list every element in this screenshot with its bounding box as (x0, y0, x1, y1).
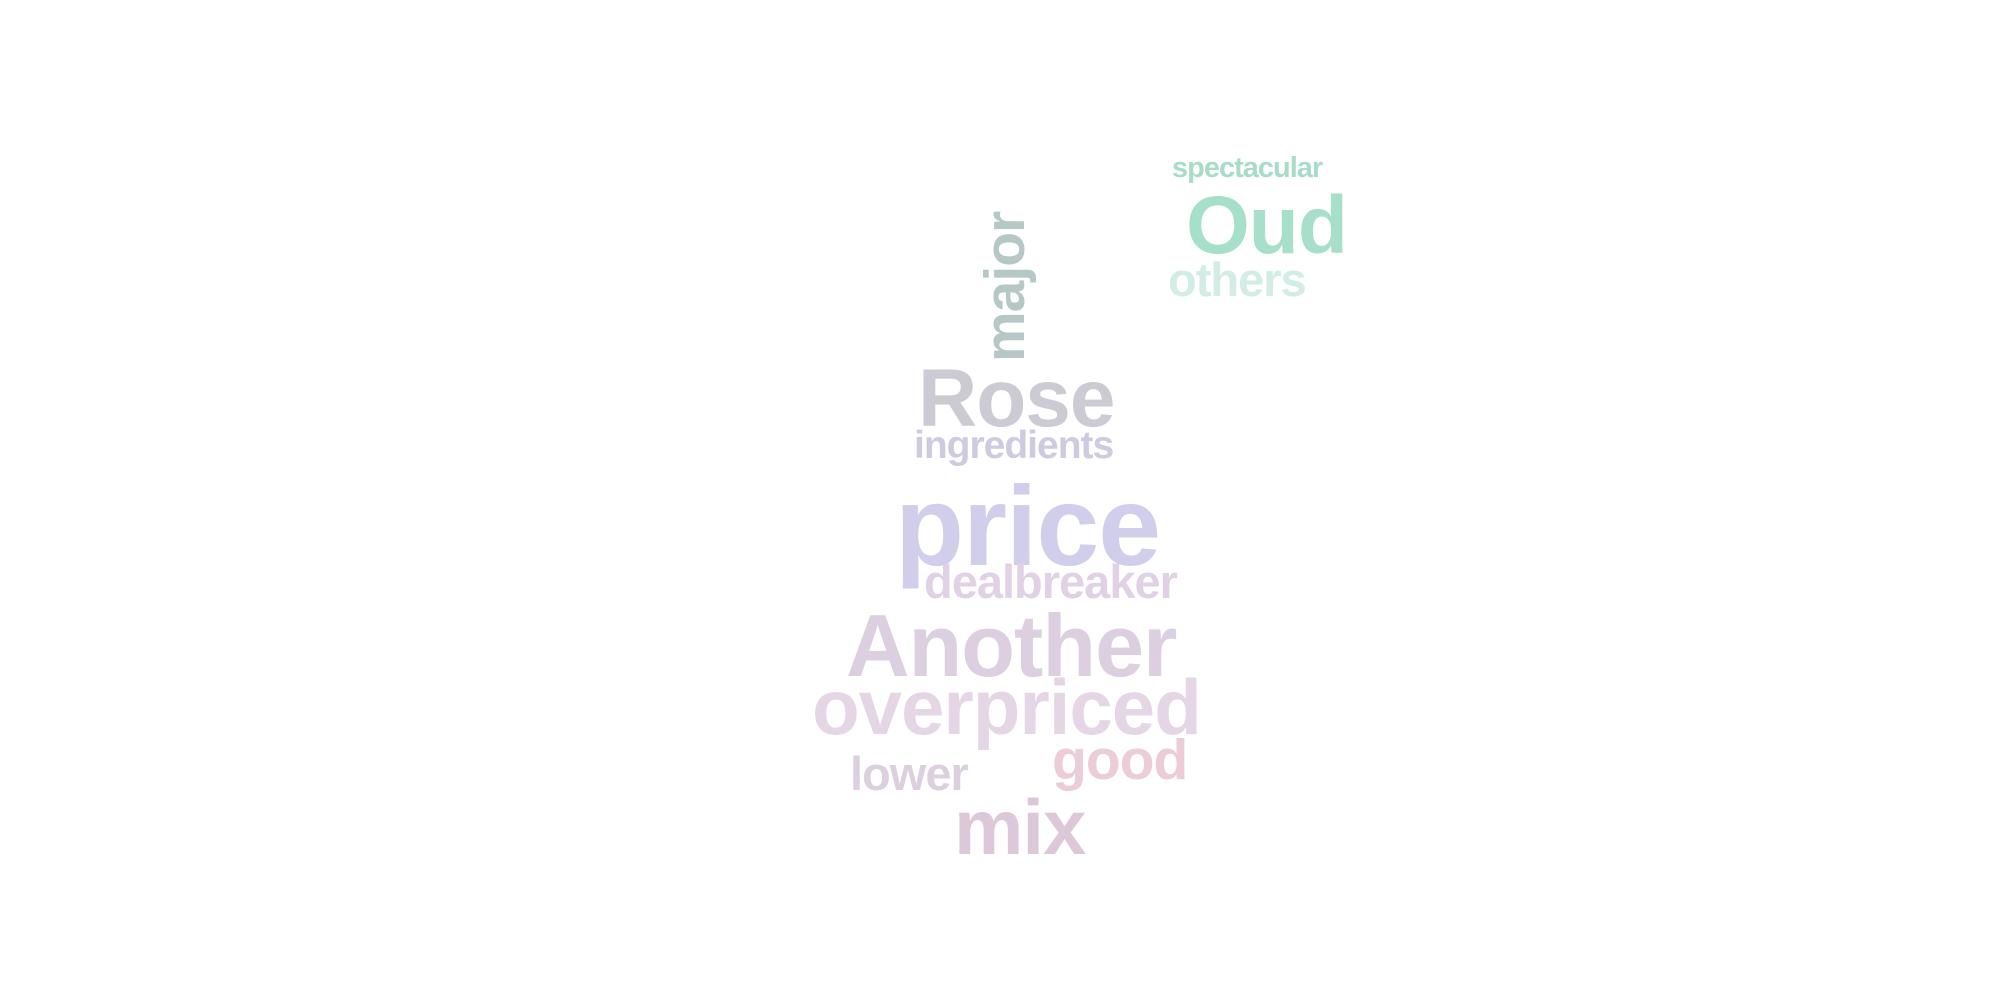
word-major: major (973, 211, 1037, 362)
word-dealbreaker: dealbreaker (924, 555, 1178, 608)
word-mix: mix (954, 783, 1086, 871)
word-ingredients: ingredients (914, 424, 1114, 467)
word-price: price (895, 463, 1161, 589)
word-another: Another (846, 596, 1177, 695)
word-rose: Rose (918, 353, 1116, 444)
word-lower: lower (850, 747, 969, 800)
word-oud: Oud (1186, 180, 1348, 271)
word-overpriced: overpriced (812, 663, 1202, 751)
word-others: others (1168, 253, 1307, 306)
word-good: good (1052, 728, 1188, 792)
word-spectacular: spectacular (1172, 152, 1323, 184)
